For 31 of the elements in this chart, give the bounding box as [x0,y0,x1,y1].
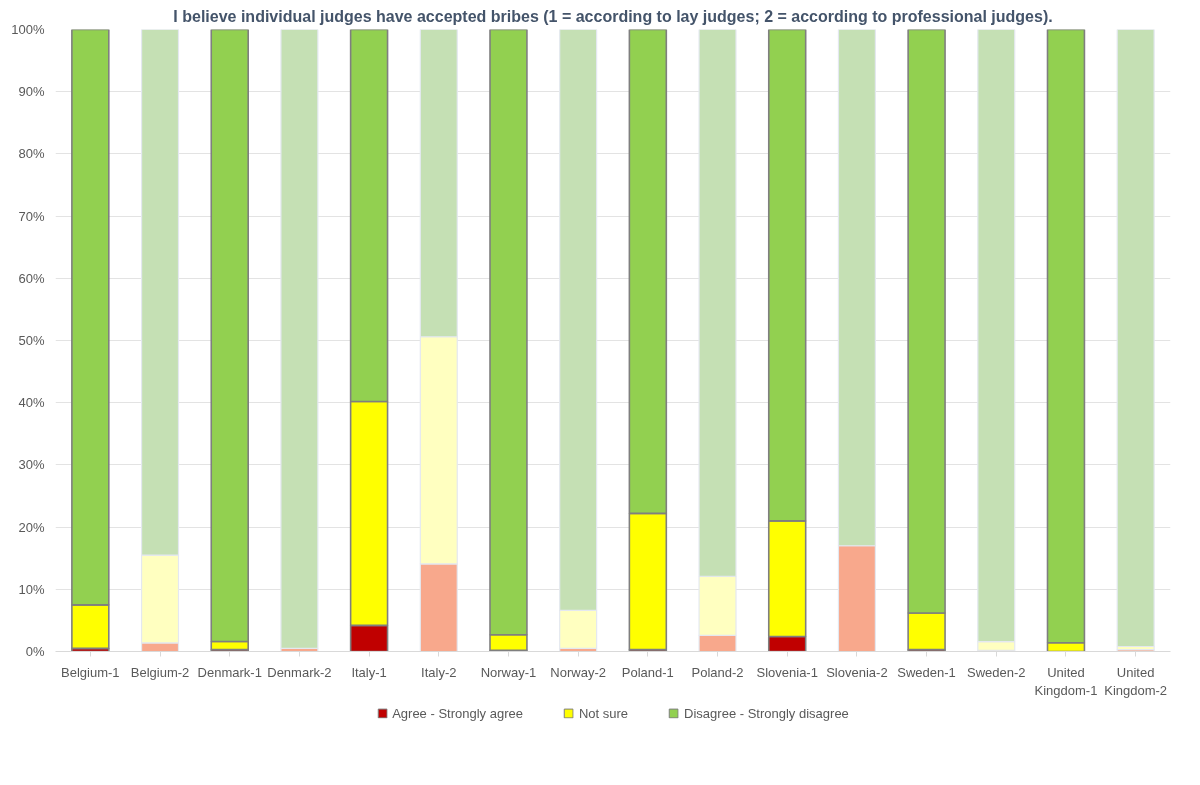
legend-label: Agree - Strongly agree [392,705,523,721]
x-tick-label: Norway-2 [550,664,606,680]
x-tick-label: Sweden-1 [897,664,956,680]
x-tick-label: Slovenia-2 [826,664,888,680]
x-tick-label: Italy-1 [351,664,387,680]
y-tick-label: 50% [18,333,45,348]
y-tick-label: 60% [18,270,45,286]
x-tick-label: Poland-2 [691,664,744,680]
legend-label: Not sure [578,705,629,721]
legend-label: Disagree - Strongly disagree [684,705,849,721]
x-tick-label: United Kingdom-2 [1104,664,1168,698]
y-tick-label: 70% [18,208,45,224]
y-tick-label: 20% [18,519,45,535]
y-tick-label: 0% [25,644,45,659]
x-tick-label: Sweden-2 [967,664,1026,680]
x-tick-label: Italy-2 [421,664,457,680]
chart-title: I believe individual judges have accepted bribes (1 = according to lay judges; 2 = according to professional judges). [173,7,1053,25]
x-tick-label: United Kingdom-1 [1034,664,1098,698]
x-tick-label: Poland-1 [621,664,674,680]
y-tick-label: 100% [11,22,45,37]
x-tick-label: Belgium-1 [61,664,120,680]
y-tick-label: 40% [18,395,45,411]
x-tick-label: Belgium-2 [130,664,190,680]
x-tick-label: Denmark-2 [267,664,332,680]
y-tick-label: 10% [18,581,45,597]
x-tick-label: Norway-1 [480,664,537,680]
y-tick-label: 30% [18,457,45,473]
y-tick-label: 80% [18,146,45,162]
x-tick-label: Slovenia-1 [756,664,818,680]
y-tick-label: 90% [18,84,45,100]
x-tick-label: Denmark-1 [197,664,262,680]
